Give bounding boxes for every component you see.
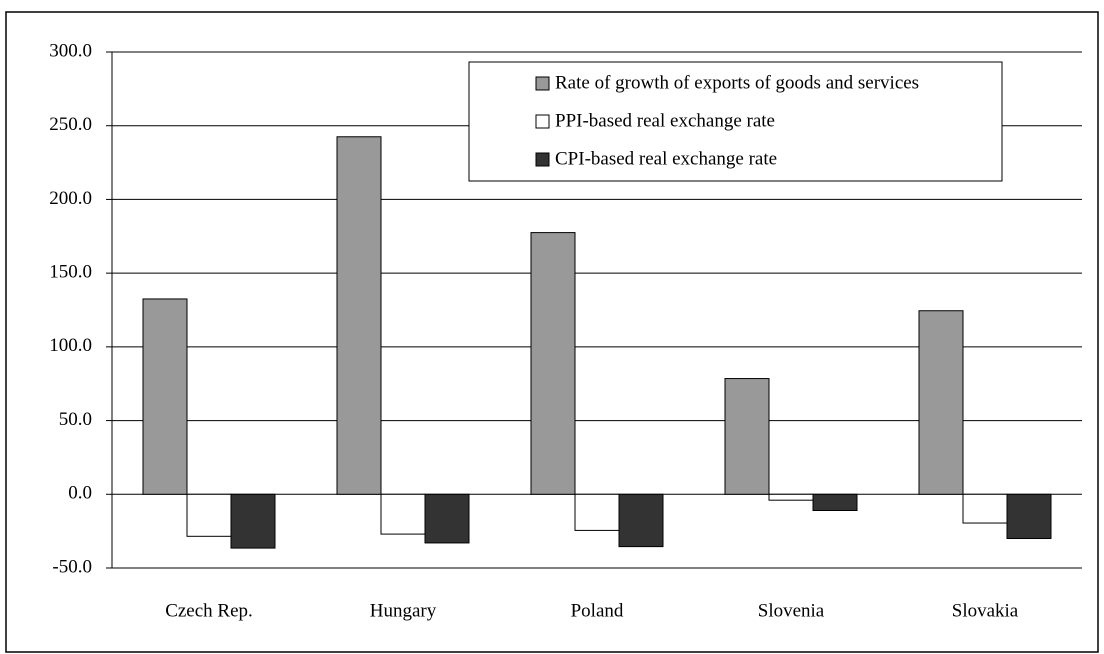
bar — [424, 493, 470, 544]
y-tick-label: 150.0 — [49, 262, 92, 283]
legend-box — [468, 61, 1003, 182]
bar — [618, 493, 664, 548]
legend-swatch — [535, 114, 550, 129]
bar — [812, 493, 858, 512]
y-tick-label: 300.0 — [49, 40, 92, 61]
legend-label: PPI-based real exchange rate — [555, 110, 775, 131]
y-tick-label: -50.0 — [52, 556, 92, 577]
grid: -50.0 0.0 50.0 100.0 150.0 200.0 250.0 300.0 Cze… — [49, 40, 1082, 621]
bars — [142, 136, 1052, 549]
legend: Rate of growth of exports of goods and s… — [468, 61, 1003, 182]
bar — [142, 298, 188, 495]
legend-label: CPI-based real exchange rate — [555, 148, 777, 169]
bar — [530, 232, 576, 495]
bar — [962, 493, 1008, 524]
bar — [918, 310, 964, 495]
bar — [380, 493, 426, 535]
x-tick-label: Poland — [571, 600, 624, 621]
x-tick-label: Hungary — [370, 600, 437, 621]
y-tick-label: 100.0 — [49, 335, 92, 356]
bar — [186, 493, 232, 537]
x-tick-label: Slovenia — [758, 600, 825, 621]
bar — [574, 493, 620, 531]
y-tick-label: 50.0 — [59, 409, 92, 430]
bar — [230, 493, 276, 549]
legend-swatch — [535, 152, 550, 167]
bar — [768, 493, 814, 501]
x-tick-label: Slovakia — [952, 600, 1019, 621]
bar — [724, 378, 770, 495]
bar — [336, 136, 382, 495]
legend-swatch — [535, 76, 550, 91]
legend-label: Rate of growth of exports of goods and s… — [555, 72, 919, 93]
y-tick-label: 200.0 — [49, 188, 92, 209]
x-tick-label: Czech Rep. — [165, 600, 253, 621]
y-tick-label: 0.0 — [68, 483, 92, 504]
y-tick-label: 250.0 — [49, 114, 92, 135]
bar — [1006, 493, 1052, 540]
